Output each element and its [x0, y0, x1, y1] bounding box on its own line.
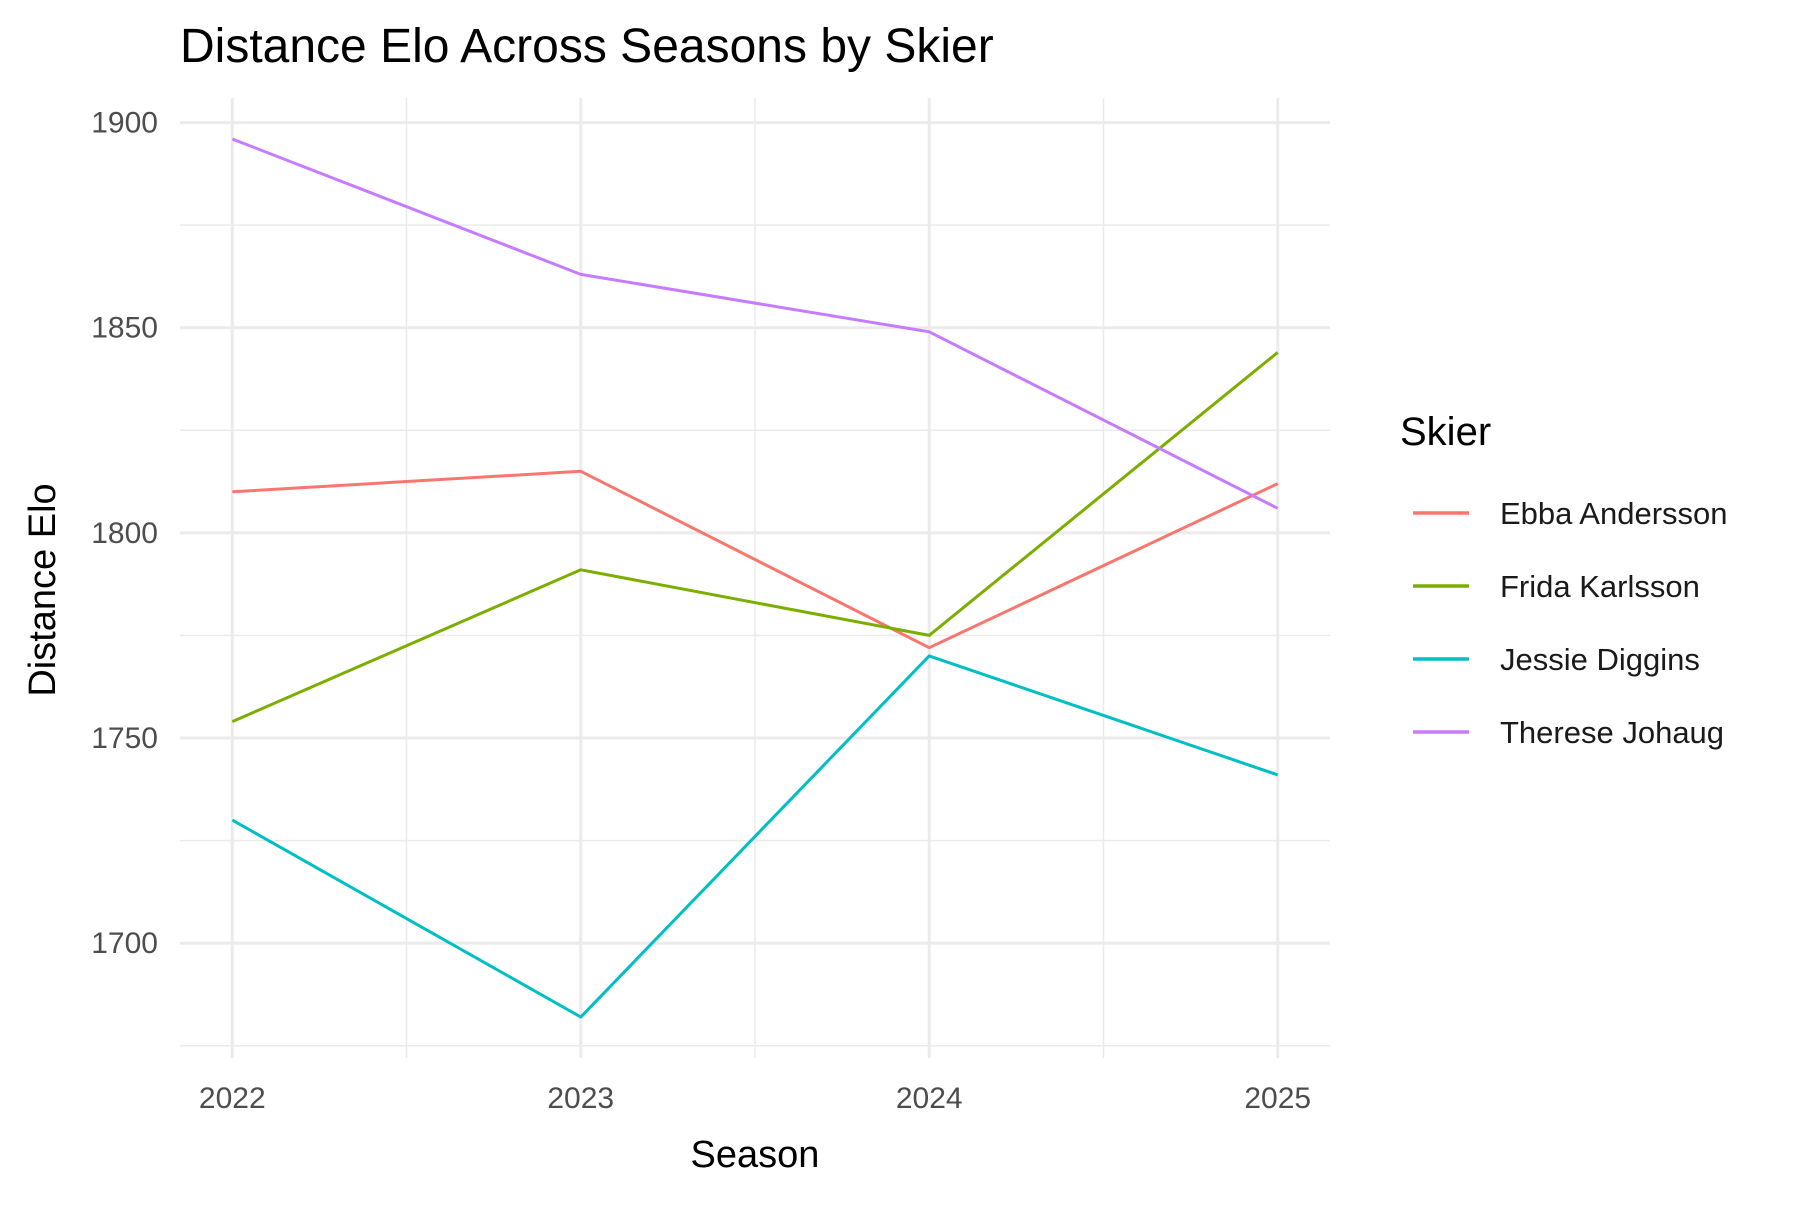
plot-grid [180, 98, 1330, 1058]
y-tick-label: 1800 [91, 517, 158, 550]
x-tick-label: 2024 [896, 1082, 963, 1115]
legend-title: Skier [1400, 410, 1491, 454]
y-tick-label: 1850 [91, 312, 158, 345]
y-axis-title: Distance Elo [22, 483, 64, 696]
y-tick-label: 1900 [91, 107, 158, 140]
legend-label: Frida Karlsson [1500, 569, 1700, 604]
x-axis-title: Season [691, 1134, 820, 1176]
x-tick-label: 2023 [547, 1082, 614, 1115]
x-tick-label: 2022 [199, 1082, 266, 1115]
series-line [231, 351, 1279, 723]
series-line [232, 469, 1279, 650]
series-line [231, 654, 1279, 1019]
legend-label: Ebba Andersson [1500, 496, 1728, 531]
y-tick-label: 1700 [91, 927, 158, 960]
legend: Skier Ebba Andersson Frida Karlsson Jessie… [1400, 410, 1728, 750]
x-axis-ticks: 2022 2023 2024 2025 [199, 1082, 1311, 1115]
legend-label: Therese Johaug [1500, 715, 1724, 750]
x-tick-label: 2025 [1244, 1082, 1311, 1115]
series-line [231, 137, 1279, 510]
series-lines [231, 137, 1279, 1019]
chart-title: Distance Elo Across Seasons by Skier [180, 20, 994, 73]
y-tick-label: 1750 [91, 722, 158, 755]
y-axis-ticks: 1700 1750 1800 1850 1900 [91, 107, 158, 961]
legend-label: Jessie Diggins [1500, 642, 1700, 677]
